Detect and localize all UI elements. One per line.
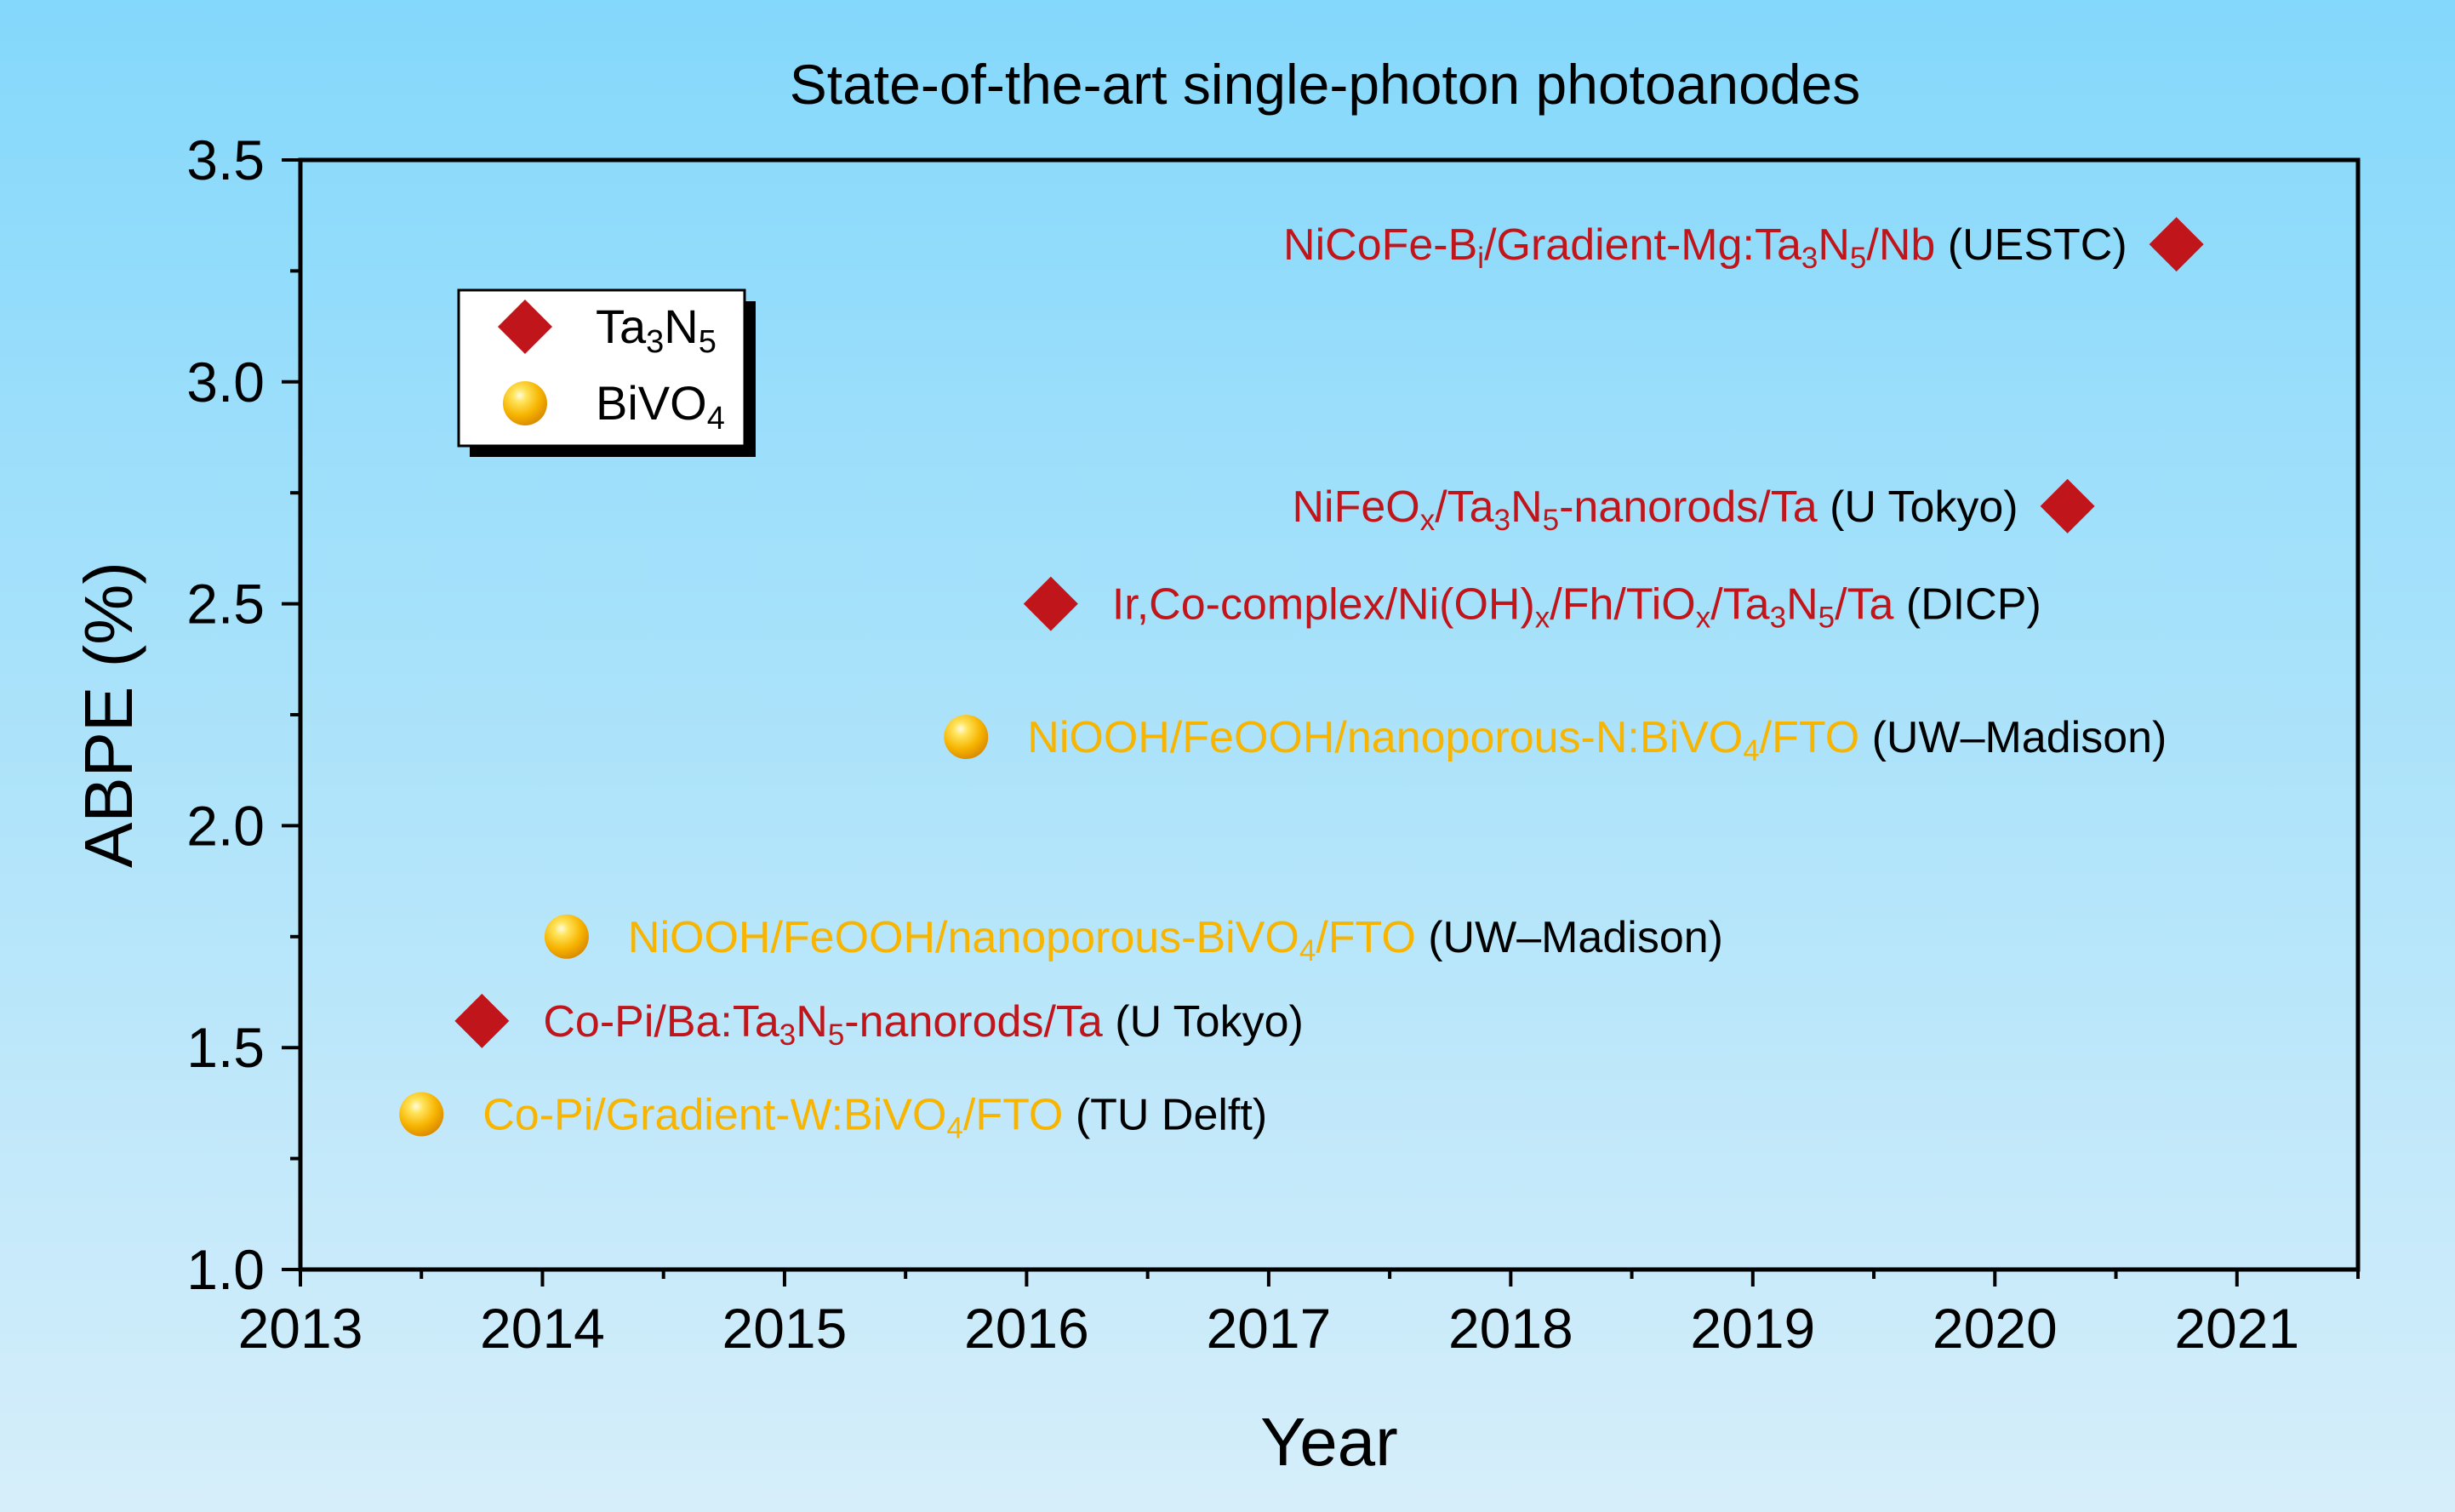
point-labels: Co-Pi/Ba:Ta3N5-nanorods/Ta (U Tokyo) Ir,C… — [482, 220, 2167, 1144]
y-tick-label: 3.5 — [186, 128, 265, 191]
legend-label: BiVO4 — [596, 376, 725, 436]
chart-title: State-of-the-art single-photon photoanod… — [790, 53, 1861, 116]
x-axis: 2013 2014 2015 2016 2017 2018 2019 2020 2021 — [238, 1270, 2360, 1360]
x-tick-label: 2016 — [964, 1297, 1089, 1360]
x-tick-label: 2013 — [238, 1297, 363, 1360]
legend-box — [457, 288, 746, 448]
legend-marker-sphere — [503, 381, 547, 425]
x-tick-label: 2018 — [1448, 1297, 1573, 1360]
ta3n5-diamond-marker — [2149, 217, 2204, 272]
x-tick-label: 2017 — [1206, 1297, 1331, 1360]
x-tick-label: 2021 — [2174, 1297, 2299, 1360]
point-label: NiCoFe-Bi/Gradient-Mg:Ta3N5/Nb (UESTC) — [1283, 220, 2127, 275]
legend-marker-diamond — [498, 300, 552, 354]
point-label: Ir,Co-complex/Ni(OH)x/Fh/TiOx/Ta3N5/Ta (… — [1112, 580, 2041, 635]
x-tick-label: 2015 — [722, 1297, 848, 1360]
x-tick-label: 2019 — [1690, 1297, 1815, 1360]
legend-label: Ta3N5 — [596, 300, 717, 360]
y-tick-label: 2.0 — [186, 794, 265, 857]
y-axis-label: ABPE (%) — [71, 562, 146, 868]
ta3n5-diamond-marker — [2040, 478, 2095, 533]
y-tick-label: 1.0 — [186, 1238, 265, 1301]
data-points — [399, 217, 2204, 1137]
ta3n5-diamond-marker — [1023, 576, 1078, 631]
point-label: NiOOH/FeOOH/nanoporous-N:BiVO4/FTO (UW–M… — [1027, 713, 2167, 767]
point-label: Co-Pi/Gradient-W:BiVO4/FTO (TU Delft) — [482, 1090, 1267, 1144]
y-tick-label: 2.5 — [186, 573, 265, 636]
y-tick-label: 1.5 — [186, 1016, 265, 1079]
bivo4-sphere-marker — [544, 914, 589, 959]
x-axis-label: Year — [1260, 1404, 1398, 1480]
point-label: Co-Pi/Ba:Ta3N5-nanorods/Ta (U Tokyo) — [543, 997, 1303, 1052]
point-label: NiFeOx/Ta3N5-nanorods/Ta (U Tokyo) — [1292, 482, 2018, 537]
y-tick-label: 3.0 — [186, 351, 265, 414]
bivo4-sphere-marker — [399, 1092, 444, 1137]
ta3n5-diamond-marker — [454, 993, 510, 1048]
legend: Ta3N5 BiVO4 — [457, 288, 756, 457]
bivo4-sphere-marker — [944, 715, 989, 760]
y-axis: 1.0 1.5 2.0 2.5 3.0 3.5 — [186, 128, 300, 1301]
x-tick-label: 2020 — [1933, 1297, 2058, 1360]
x-tick-label: 2014 — [480, 1297, 605, 1360]
point-label: NiOOH/FeOOH/nanoporous-BiVO4/FTO (UW–Mad… — [628, 913, 1723, 967]
